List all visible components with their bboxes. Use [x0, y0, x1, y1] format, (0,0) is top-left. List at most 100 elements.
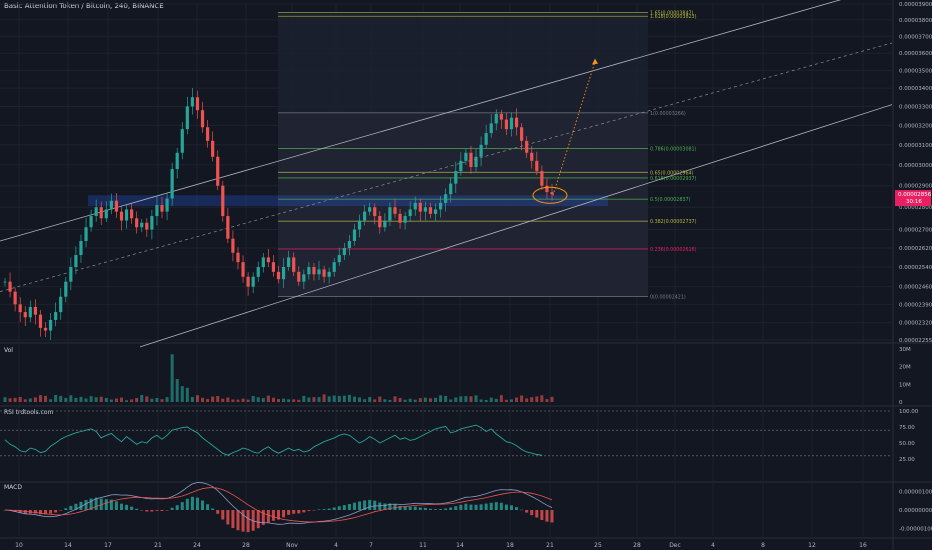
- macd-histogram-bar: [474, 504, 478, 510]
- volume-bar: [277, 399, 280, 402]
- macd-histogram-bar: [271, 510, 275, 521]
- candle-body: [195, 97, 200, 111]
- y-tick-label: 0.00003600: [899, 51, 932, 57]
- volume-bar: [125, 400, 129, 402]
- volume-bar: [307, 397, 311, 402]
- volume-bar: [509, 399, 513, 402]
- macd-histogram-bar: [241, 510, 245, 532]
- support-zone: [88, 195, 608, 207]
- volume-bar: [302, 395, 306, 402]
- macd-histogram-bar: [79, 501, 83, 510]
- macd-histogram-bar: [49, 510, 53, 514]
- macd-histogram-bar: [297, 510, 301, 514]
- x-tick-label: 7: [369, 542, 373, 549]
- macd-histogram-bar: [33, 510, 37, 514]
- volume-bar: [454, 397, 458, 402]
- y-tick-label: -0.00000100: [899, 526, 932, 532]
- x-tick-label: 4: [334, 542, 338, 549]
- candle-body: [246, 276, 250, 287]
- candle-body: [418, 202, 422, 212]
- fib-level-label: 0(0.00002421): [650, 294, 686, 300]
- volume-bar: [114, 398, 118, 402]
- candle-body: [408, 209, 412, 217]
- candle-body: [352, 229, 357, 242]
- macd-histogram-bar: [540, 510, 544, 520]
- candle-body: [221, 185, 225, 217]
- volume-bar: [499, 395, 503, 402]
- x-tick-label: 11: [419, 542, 427, 549]
- macd-histogram-bar: [434, 509, 438, 510]
- volume-bar: [266, 395, 270, 402]
- price-badge: [895, 190, 931, 207]
- macd-histogram-bar: [403, 506, 407, 510]
- volume-bar: [439, 395, 443, 402]
- candle-body: [322, 269, 326, 277]
- volume-bar: [525, 398, 529, 402]
- candle-body: [454, 171, 458, 184]
- candle-body: [342, 247, 346, 256]
- volume-bar: [170, 354, 174, 402]
- volume-bar: [18, 396, 22, 402]
- candle-body: [8, 281, 12, 292]
- channel-mid-line: [0, 42, 893, 292]
- volume-bar: [520, 395, 524, 402]
- fib-level-label: 1.65(0.00003847): [650, 10, 694, 16]
- volume-bar: [494, 398, 498, 402]
- fib-level-label: 1.618(0.00003823): [650, 14, 697, 20]
- candle-body: [89, 216, 93, 228]
- candle-body: [373, 207, 377, 217]
- volume-bar: [130, 399, 134, 402]
- candle-body: [180, 129, 184, 153]
- macd-signal-line: [4, 487, 553, 523]
- macd-histogram-bar: [449, 507, 453, 510]
- candle-body: [170, 169, 174, 199]
- price-badge-countdown: 30:16: [906, 199, 922, 205]
- candle-body: [307, 267, 311, 275]
- y-tick-label: 0.00000000: [899, 508, 932, 514]
- candle-body: [38, 314, 43, 328]
- candle-body: [251, 276, 255, 287]
- volume-bar: [59, 395, 63, 402]
- macd-histogram-bar: [332, 507, 336, 510]
- volume-bar: [64, 397, 68, 402]
- macd-histogram-bar: [489, 502, 493, 510]
- candle-body: [383, 220, 387, 228]
- volume-bar: [479, 399, 483, 402]
- volume-bar: [540, 395, 544, 402]
- volume-bar: [342, 395, 346, 402]
- volume-bar: [403, 399, 407, 402]
- fib-level-label: 1(0.00003266): [650, 111, 686, 117]
- macd-histogram-bar: [358, 501, 362, 510]
- volume-bar: [428, 398, 432, 402]
- macd-histogram-bar: [550, 510, 554, 523]
- volume-bar: [236, 399, 240, 402]
- macd-histogram-bar: [368, 499, 372, 510]
- volume-bar: [33, 397, 37, 402]
- x-tick-label: 8: [761, 542, 765, 549]
- volume-bar: [287, 399, 291, 402]
- candle-body: [145, 222, 149, 230]
- candle-body: [241, 262, 245, 277]
- x-tick-label: 18: [506, 542, 514, 549]
- macd-histogram-bar: [54, 510, 58, 513]
- fib-level-label: 0.786(0.00003081): [650, 147, 697, 153]
- macd-histogram-bar: [74, 503, 78, 510]
- projection-arrow-head: [592, 58, 598, 65]
- volume-bar: [423, 397, 427, 402]
- x-tick-label: 10: [15, 542, 23, 549]
- macd-histogram-bar: [236, 510, 240, 531]
- candle-body: [190, 97, 194, 107]
- y-tick-label: 0.00003800: [899, 18, 932, 24]
- candle-body: [312, 267, 316, 275]
- volume-bar: [3, 397, 7, 402]
- candle-body: [226, 216, 230, 239]
- candle-body: [438, 202, 443, 210]
- volume-bar: [292, 399, 296, 402]
- price-badge-value: 0.00002856: [898, 192, 932, 198]
- macd-histogram-bar: [231, 510, 235, 529]
- candle-body: [302, 274, 306, 282]
- y-tick-label: 0.00003100: [899, 143, 932, 149]
- candle-body: [469, 152, 473, 167]
- candle-body: [124, 209, 129, 221]
